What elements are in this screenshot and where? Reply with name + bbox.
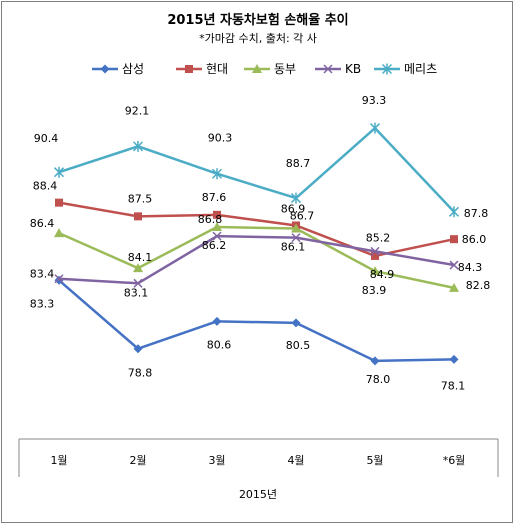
- legend-label: 현대: [206, 62, 228, 76]
- data-label: 84.3: [458, 261, 483, 274]
- data-label: 80.6: [207, 338, 232, 351]
- data-point: [212, 231, 222, 241]
- legend-marker: [323, 64, 333, 74]
- x-tick-label: 3월: [208, 454, 225, 467]
- data-label: 78.1: [441, 379, 466, 392]
- data-label: 90.3: [208, 132, 233, 145]
- legend-item: 삼성: [92, 62, 144, 76]
- legend-item: KB: [315, 62, 361, 76]
- data-label: 86.0: [462, 233, 487, 246]
- x-tick-label: 4월: [287, 454, 304, 467]
- data-point: [449, 260, 459, 270]
- x-axis: 1월 2월 3월 4월 5월 *6월: [18, 438, 499, 477]
- data-point: [54, 274, 64, 284]
- data-label: 83.3: [30, 297, 55, 310]
- data-label: 87.5: [128, 192, 153, 205]
- x-tick-label: 5월: [366, 454, 383, 467]
- legend-item: 동부: [244, 62, 296, 76]
- data-point: [448, 206, 460, 218]
- legend-label: 동부: [274, 62, 296, 76]
- data-point: [54, 228, 64, 238]
- legend: 삼성 현대 동부 KB 메리츠: [92, 62, 437, 76]
- data-point: [369, 122, 381, 134]
- data-point: [55, 198, 63, 207]
- data-point: [290, 192, 302, 204]
- data-label: 86.2: [202, 239, 227, 252]
- legend-label: KB: [345, 62, 361, 76]
- data-label: 83.1: [124, 286, 149, 299]
- data-point: [53, 166, 65, 178]
- series-line: [58, 225, 455, 290]
- chart-title: 2015년 자동차보험 손해율 추이: [167, 12, 348, 28]
- data-label: 86.4: [30, 217, 55, 230]
- chart-subtitle: *가마감 수치, 출처: 각 사: [199, 32, 317, 45]
- data-point: [291, 223, 301, 233]
- data-label: 87.8: [464, 207, 489, 220]
- series-동부: [54, 222, 459, 292]
- data-label: 84.1: [128, 251, 153, 264]
- data-point: [211, 168, 223, 180]
- data-label: 86.1: [281, 241, 306, 254]
- x-tick-label: *6월: [443, 454, 466, 467]
- x-axis-title: 2015년: [239, 488, 277, 501]
- data-label: 87.6: [202, 191, 227, 204]
- series-현대: [55, 198, 458, 260]
- legend-item: 현대: [176, 62, 228, 76]
- data-point: [449, 354, 459, 364]
- legend-item: 메리츠: [374, 62, 437, 76]
- data-label: 78.8: [128, 367, 153, 380]
- series-line: [58, 234, 455, 285]
- data-label: 90.4: [34, 132, 59, 145]
- series-KB: [54, 231, 459, 288]
- legend-label: 삼성: [122, 62, 144, 76]
- data-label: 88.4: [33, 180, 58, 193]
- data-point: [133, 263, 143, 273]
- legend-marker: [381, 63, 393, 75]
- data-point: [449, 282, 459, 292]
- legend-label: 메리츠: [404, 62, 437, 76]
- series-line: [58, 126, 455, 213]
- x-tick-label: 1월: [50, 454, 67, 467]
- data-label: 92.1: [125, 104, 150, 117]
- data-label: 86.8: [198, 213, 223, 226]
- legend-marker: [185, 65, 193, 73]
- data-point: [212, 222, 222, 231]
- data-label: 83.4: [30, 268, 55, 281]
- series-line: [58, 279, 455, 363]
- data-point: [370, 246, 380, 256]
- legend-marker: [252, 64, 262, 73]
- data-point: [371, 251, 379, 260]
- data-point: [291, 318, 301, 328]
- plot-area: 83.3 78.8 80.6 80.5 78.0 78.1 88.4 87.5 87.6 86.9…: [30, 94, 491, 392]
- data-point: [133, 344, 143, 354]
- data-label: 83.9: [362, 284, 387, 297]
- data-point: [212, 316, 222, 326]
- legend-marker: [100, 64, 110, 74]
- data-point: [450, 235, 458, 244]
- data-point: [370, 356, 380, 366]
- data-label: 86.9: [281, 202, 306, 215]
- data-label: 86.7: [290, 210, 315, 223]
- data-label: 82.8: [466, 279, 491, 292]
- data-label: 78.0: [366, 373, 391, 386]
- series-삼성: [54, 275, 459, 366]
- data-point: [133, 278, 143, 288]
- data-point: [370, 266, 380, 276]
- x-tick-label: 2월: [129, 454, 146, 467]
- data-label: 80.5: [286, 339, 311, 352]
- data-point: [291, 233, 301, 243]
- data-point: [132, 140, 144, 152]
- series-line: [58, 201, 455, 258]
- data-label: 93.3: [362, 94, 387, 107]
- series-메리츠: [53, 122, 460, 218]
- data-point: [134, 212, 142, 221]
- data-label: 88.7: [286, 157, 311, 170]
- data-label: 84.9: [370, 268, 395, 281]
- data-point: [213, 210, 221, 219]
- data-label: 85.2: [366, 231, 391, 244]
